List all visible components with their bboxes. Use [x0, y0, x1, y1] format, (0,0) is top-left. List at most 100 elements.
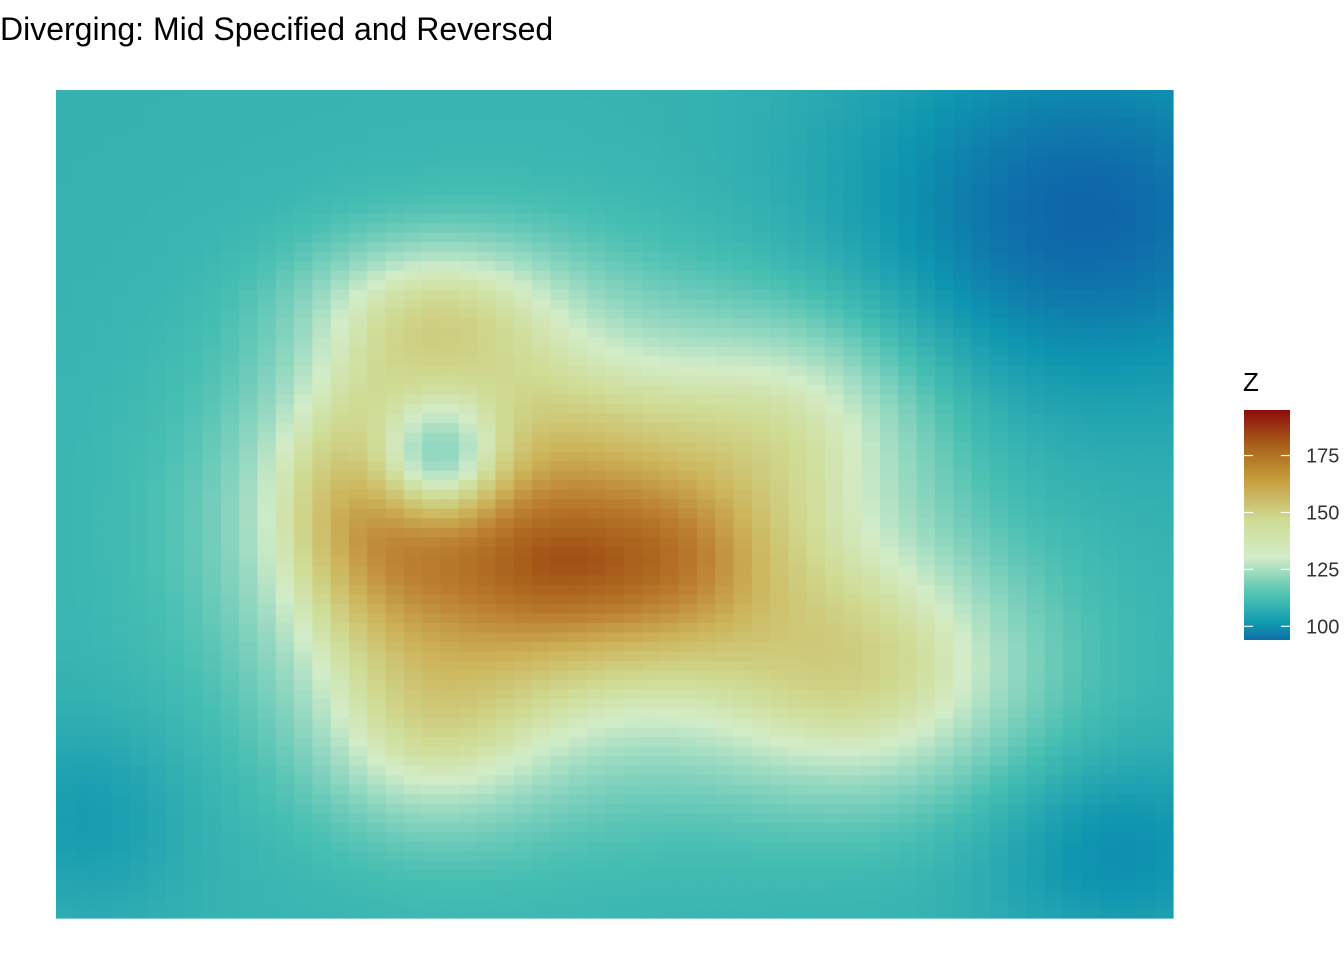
- heatmap-cell: [1063, 537, 1083, 548]
- heatmap-cell: [56, 718, 75, 729]
- heatmap-cell: [312, 556, 332, 567]
- heatmap-cell: [312, 651, 332, 662]
- heatmap-cell: [165, 128, 185, 139]
- heatmap-cell: [1044, 546, 1064, 557]
- heatmap-cell: [275, 423, 295, 434]
- heatmap-cell: [220, 794, 240, 805]
- heatmap-cell: [989, 318, 1009, 329]
- heatmap-cell: [1118, 822, 1137, 833]
- heatmap-cell: [202, 737, 222, 748]
- heatmap-cell: [294, 765, 313, 776]
- heatmap-cell: [513, 756, 533, 767]
- heatmap-cell: [147, 794, 167, 805]
- heatmap-cell: [825, 147, 844, 158]
- heatmap-cell: [110, 289, 130, 300]
- heatmap-cell: [532, 661, 552, 672]
- heatmap-cell: [422, 299, 442, 310]
- heatmap-cell: [110, 737, 130, 748]
- heatmap-cell: [477, 461, 497, 472]
- heatmap-cell: [110, 803, 130, 814]
- heatmap-cell: [715, 594, 735, 605]
- heatmap-cell: [678, 346, 698, 358]
- heatmap-cell: [147, 642, 167, 653]
- heatmap-cell: [825, 90, 844, 101]
- heatmap-cell: [953, 794, 973, 805]
- heatmap-cell: [532, 527, 552, 538]
- heatmap-cell: [239, 708, 259, 719]
- heatmap-cell: [1154, 356, 1174, 367]
- heatmap-cell: [916, 632, 936, 643]
- heatmap-cell: [806, 461, 826, 472]
- heatmap-cell: [843, 156, 863, 167]
- heatmap-cell: [56, 537, 75, 548]
- heatmap-cell: [605, 603, 625, 615]
- heatmap-cell: [898, 375, 918, 386]
- heatmap-cell: [953, 737, 973, 748]
- heatmap-cell: [1008, 223, 1028, 234]
- heatmap-cell: [110, 784, 130, 795]
- heatmap-cell: [660, 147, 680, 158]
- heatmap-cell: [1099, 841, 1119, 852]
- heatmap-cell: [660, 632, 680, 643]
- heatmap-cell: [1118, 356, 1137, 367]
- heatmap-cell: [751, 822, 771, 833]
- heatmap-cell: [294, 537, 313, 548]
- heatmap-cell: [1026, 99, 1046, 110]
- heatmap-cell: [184, 784, 204, 795]
- heatmap-cell: [605, 175, 625, 186]
- heatmap-cell: [257, 327, 277, 339]
- heatmap-cell: [1063, 737, 1083, 748]
- heatmap-cell: [1081, 622, 1101, 634]
- heatmap-cell: [989, 527, 1009, 538]
- heatmap-cell: [1026, 270, 1046, 281]
- heatmap-cell: [440, 385, 460, 396]
- heatmap-cell: [825, 756, 844, 767]
- heatmap-cell: [348, 527, 368, 538]
- heatmap-cell: [92, 375, 112, 386]
- heatmap-cell: [788, 423, 808, 434]
- heatmap-cell: [74, 194, 94, 205]
- heatmap-cell: [568, 147, 588, 158]
- heatmap-cell: [733, 737, 753, 748]
- heatmap-cell: [257, 565, 277, 576]
- heatmap-cell: [568, 280, 588, 291]
- heatmap-cell: [568, 822, 588, 833]
- heatmap-cell: [165, 337, 185, 348]
- heatmap-cell: [147, 404, 167, 415]
- heatmap-cell: [678, 118, 698, 129]
- heatmap-cell: [715, 556, 735, 567]
- heatmap-cell: [312, 308, 332, 320]
- heatmap-cell: [751, 366, 771, 377]
- heatmap-cell: [385, 622, 405, 634]
- heatmap-cell: [385, 442, 405, 453]
- heatmap-cell: [385, 299, 405, 310]
- heatmap-cell: [696, 366, 716, 377]
- heatmap-cell: [1118, 784, 1137, 795]
- heatmap-cell: [110, 642, 130, 653]
- heatmap-cell: [147, 575, 167, 586]
- heatmap-cell: [861, 337, 881, 348]
- heatmap-cell: [770, 822, 790, 833]
- heatmap-cell: [605, 232, 625, 243]
- heatmap-cell: [623, 375, 643, 386]
- heatmap-cell: [953, 784, 973, 795]
- heatmap-cell: [147, 537, 167, 548]
- heatmap-cell: [971, 356, 991, 367]
- heatmap-cell: [165, 90, 185, 101]
- heatmap-cell: [623, 175, 643, 186]
- heatmap-cell: [660, 775, 680, 786]
- heatmap-cell: [440, 518, 460, 529]
- heatmap-cell: [513, 213, 533, 224]
- heatmap-cell: [751, 756, 771, 767]
- heatmap-cell: [1154, 680, 1174, 691]
- heatmap-cell: [1136, 699, 1156, 710]
- heatmap-cell: [898, 584, 918, 596]
- heatmap-cell: [825, 680, 844, 691]
- heatmap-cell: [513, 232, 533, 243]
- heatmap-cell: [1008, 565, 1028, 576]
- heatmap-cell: [330, 470, 350, 481]
- heatmap-cell: [385, 270, 405, 281]
- heatmap-cell: [770, 366, 790, 377]
- heatmap-cell: [74, 270, 94, 281]
- heatmap-cell: [440, 489, 460, 500]
